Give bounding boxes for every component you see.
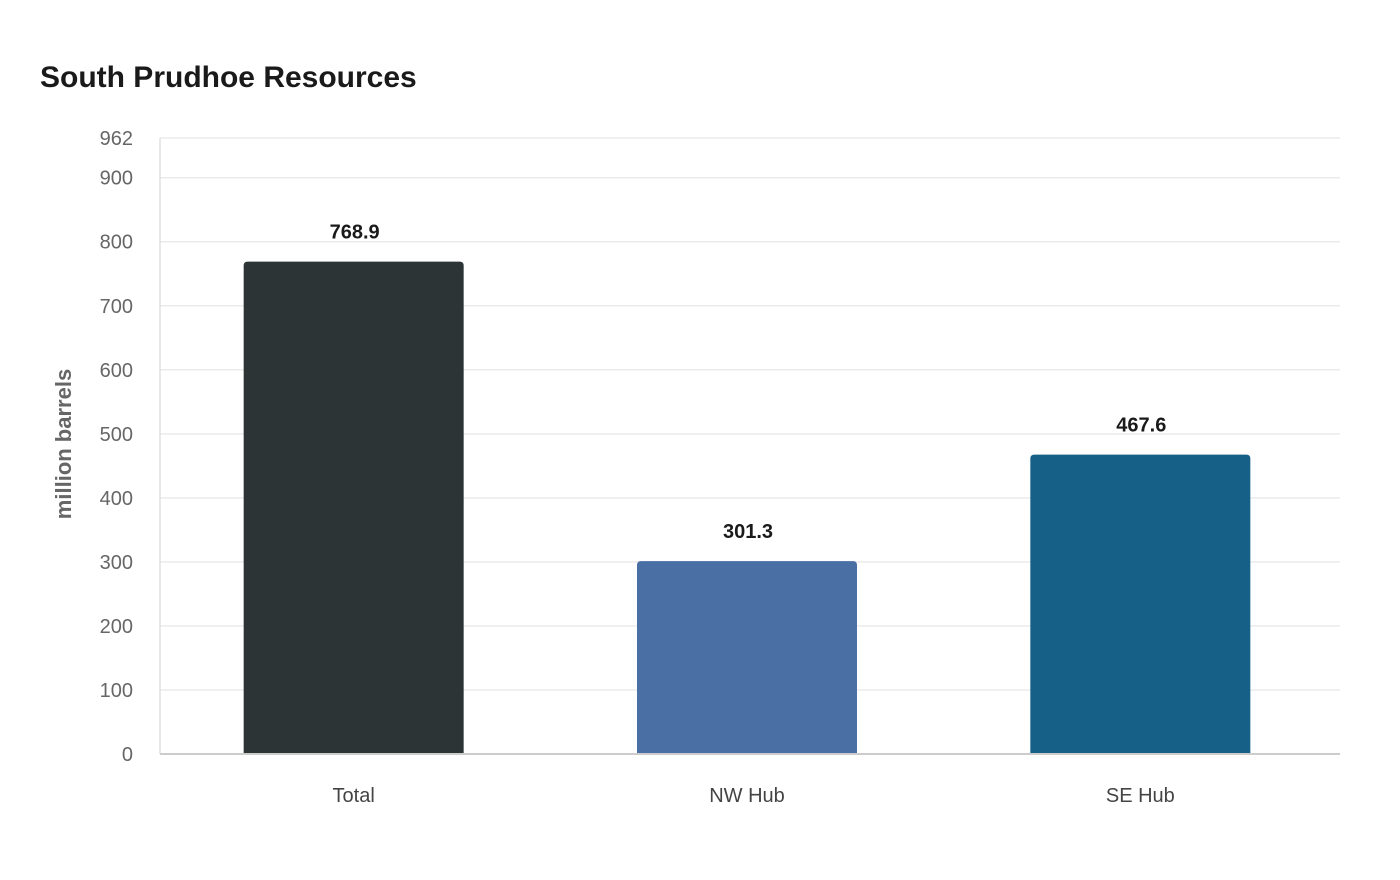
y-tick-label: 600 bbox=[100, 360, 133, 382]
y-axis-title: million barrels bbox=[51, 369, 76, 519]
bar-nw-hub bbox=[637, 561, 857, 754]
y-tick-label: 700 bbox=[100, 296, 133, 318]
y-tick-label: 500 bbox=[100, 424, 133, 446]
y-tick-label: 200 bbox=[100, 616, 133, 638]
bar-value-label: 467.6 bbox=[1116, 415, 1166, 437]
x-tick-label: SE Hub bbox=[1106, 785, 1175, 807]
bar-value-label: 768.9 bbox=[330, 222, 380, 244]
y-tick-label: 900 bbox=[100, 168, 133, 190]
chart-title: South Prudhoe Resources bbox=[40, 61, 417, 94]
data-labels: 768.9 301.3 467.6 bbox=[330, 222, 1167, 543]
bars bbox=[243, 261, 1251, 754]
y-tick-label: 400 bbox=[100, 488, 133, 510]
y-tick-label: 800 bbox=[100, 232, 133, 254]
x-tick-label: Total bbox=[333, 785, 375, 807]
y-tick-label: 100 bbox=[100, 680, 133, 702]
y-tick-label: 962 bbox=[100, 128, 133, 150]
y-tick-label: 300 bbox=[100, 552, 133, 574]
bar-se-hub bbox=[1030, 454, 1251, 754]
y-tick-label: 0 bbox=[122, 744, 133, 766]
x-tick-label: NW Hub bbox=[709, 785, 785, 807]
x-tick-labels: Total NW Hub SE Hub bbox=[333, 785, 1175, 807]
bar-total bbox=[243, 261, 464, 754]
bar-value-label: 301.3 bbox=[723, 521, 773, 543]
y-tick-labels: 0 100 200 300 400 500 600 700 800 900 962 bbox=[100, 128, 133, 766]
